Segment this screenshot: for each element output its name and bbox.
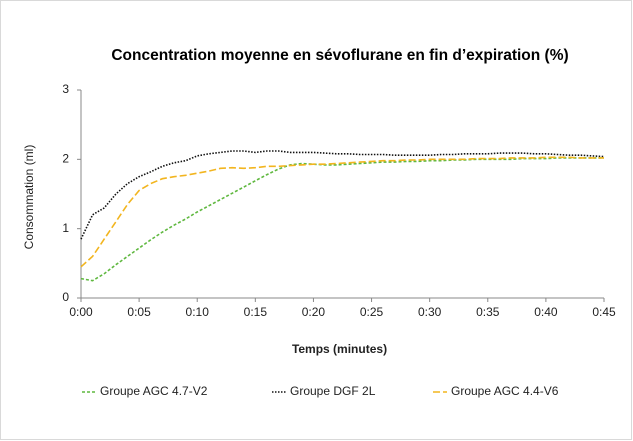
x-tick-label: 0:20 <box>302 305 326 319</box>
y-tick-label: 2 <box>62 152 69 166</box>
x-tick-label: 0:40 <box>534 305 558 319</box>
y-axis-label: Consommation (ml) <box>22 145 36 250</box>
legend-label: Groupe AGC 4.4-V6 <box>451 384 559 398</box>
y-tick-label: 3 <box>62 82 69 96</box>
x-tick-label: 0:00 <box>69 305 93 319</box>
chart-title: Concentration moyenne en sévoflurane en … <box>111 47 569 64</box>
x-axis-label: Temps (minutes) <box>292 342 387 356</box>
y-tick-label: 1 <box>62 221 69 235</box>
legend-label: Groupe DGF 2L <box>290 384 376 398</box>
x-tick-label: 0:15 <box>244 305 268 319</box>
x-tick-label: 0:35 <box>476 305 500 319</box>
x-tick-label: 0:25 <box>360 305 384 319</box>
legend-label: Groupe AGC 4.7-V2 <box>100 384 208 398</box>
series-line <box>80 156 604 268</box>
chart-title-box: Concentration moyenne en sévoflurane en … <box>60 46 620 66</box>
y-tick-label: 0 <box>62 290 69 304</box>
x-tick-label: 0:45 <box>592 305 616 319</box>
x-tick-label: 0:10 <box>186 305 210 319</box>
x-tick-label: 0:05 <box>127 305 151 319</box>
x-tick-label: 0:30 <box>418 305 442 319</box>
